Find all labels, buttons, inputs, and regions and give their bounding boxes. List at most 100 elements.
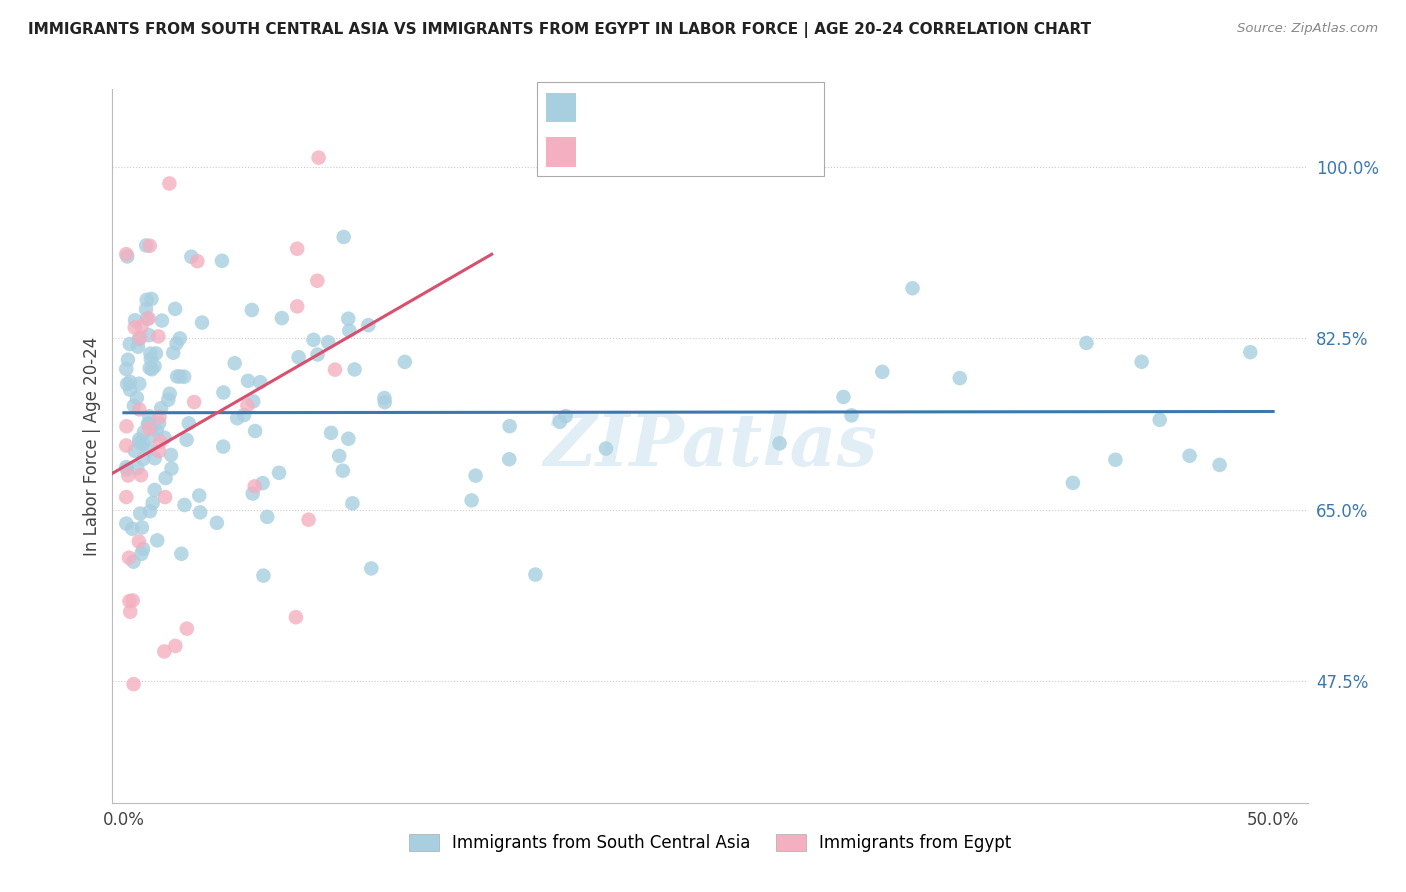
Point [332,230,354,244]
Point [150,313,173,327]
Point [148,409,170,424]
Point [360,561,382,575]
Point [124,443,146,458]
Point [138,409,160,424]
Point [143,483,166,497]
Text: IMMIGRANTS FROM SOUTH CENTRAL ASIA VS IMMIGRANTS FROM EGYPT IN LABOR FORCE | AGE: IMMIGRANTS FROM SOUTH CENTRAL ASIA VS IM… [28,22,1091,38]
Point [176,622,198,636]
Point [118,337,141,351]
Point [129,468,152,483]
Point [267,466,290,480]
Point [148,329,170,343]
Text: 39: 39 [765,143,787,161]
Point [173,369,195,384]
Point [394,355,416,369]
Point [308,151,330,165]
Point [949,371,972,385]
Point [146,533,169,548]
Point [524,567,547,582]
Point [127,340,149,354]
Point [122,555,145,569]
Point [166,336,188,351]
Point [374,395,396,409]
Point [160,448,183,462]
Point [287,351,309,365]
Point [122,677,145,691]
Point [153,490,176,504]
Point [832,390,855,404]
Point [138,328,160,343]
Point [165,301,187,316]
Point [548,415,571,429]
Point [132,425,155,440]
Point [155,471,177,485]
Point [323,362,346,376]
Point [554,409,576,423]
FancyBboxPatch shape [537,82,824,177]
Point [115,460,138,475]
Point [128,534,150,549]
Point [872,365,894,379]
Point [332,464,354,478]
Point [115,247,138,261]
Point [337,311,360,326]
Point [118,375,141,389]
Point [307,347,329,361]
Point [145,346,167,360]
Point [1062,475,1084,490]
Point [120,383,142,397]
Point [224,356,246,370]
Y-axis label: In Labor Force | Age 20-24: In Labor Force | Age 20-24 [83,336,101,556]
Text: 0.361: 0.361 [638,143,690,161]
Point [132,452,155,467]
Point [115,516,138,531]
Point [143,451,166,466]
Point [316,335,339,350]
Point [226,411,249,425]
Point [128,376,150,391]
Point [115,419,138,434]
Point [249,375,271,389]
Point [124,313,146,327]
Point [1239,345,1261,359]
Point [242,486,264,500]
Point [177,417,200,431]
Point [131,547,153,561]
Point [464,468,486,483]
Point [131,319,153,334]
Point [146,424,169,438]
Point [1149,413,1171,427]
Point [183,395,205,409]
Point [191,316,214,330]
Point [136,417,159,431]
Point [307,274,329,288]
Point [139,504,162,518]
Point [243,424,266,438]
Point [284,610,307,624]
Point [1076,335,1098,350]
Point [139,239,162,253]
Point [132,437,155,451]
Point [127,461,149,475]
Point [166,369,188,384]
Point [460,493,482,508]
Point [252,568,274,582]
Point [148,444,170,458]
Point [270,311,292,326]
Point [150,401,173,416]
Legend: Immigrants from South Central Asia, Immigrants from Egypt: Immigrants from South Central Asia, Immi… [402,827,1018,859]
Point [115,490,138,504]
Point [115,438,138,452]
Point [124,320,146,334]
Point [141,362,163,376]
Point [121,522,143,536]
Point [297,513,319,527]
Point [135,238,157,252]
Point [135,302,157,317]
Point [115,376,138,391]
Point [188,489,211,503]
Point [1130,355,1153,369]
Point [128,433,150,447]
Point [1104,452,1126,467]
Point [122,399,145,413]
